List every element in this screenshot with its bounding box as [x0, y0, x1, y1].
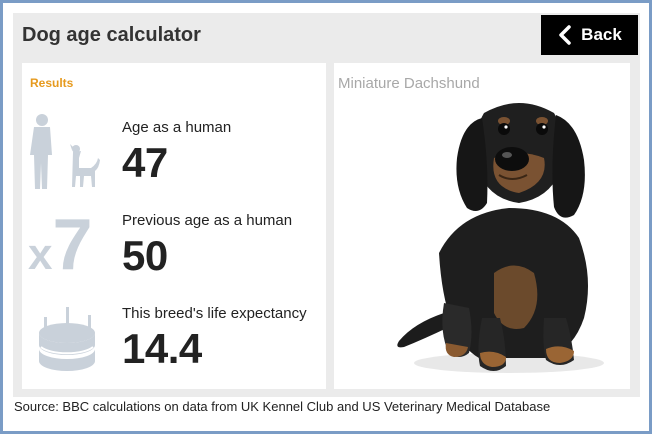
source-note: Source: BBC calculations on data from UK…	[14, 399, 551, 414]
breed-card: Miniature Dachshund	[334, 63, 630, 389]
human-and-dog-icon	[30, 113, 105, 198]
back-button[interactable]: Back	[541, 15, 638, 55]
results-label: Results	[30, 76, 74, 90]
stat-value: 47	[122, 139, 168, 186]
stat-previous-age: Previous age as a human 50	[122, 212, 292, 277]
stat-value: 50	[122, 232, 168, 279]
results-card: Results Age as a human 47 x7 Previous ag…	[22, 63, 326, 389]
stat-life-expectancy: This breed's life expectancy 14.4	[122, 305, 307, 370]
stat-label: Age as a human	[122, 119, 232, 136]
stat-value: 14.4	[122, 325, 202, 372]
stat-label: This breed's life expectancy	[122, 305, 307, 322]
birthday-cake-icon	[36, 303, 98, 378]
stat-label: Previous age as a human	[122, 212, 293, 229]
chevron-left-icon	[557, 25, 573, 45]
breed-name: Miniature Dachshund	[338, 75, 480, 92]
times-seven-icon: x7	[28, 205, 93, 285]
dachshund-photo	[397, 103, 604, 373]
back-button-label: Back	[581, 25, 622, 44]
stat-age-as-human: Age as a human 47	[122, 119, 231, 184]
page-title: Dog age calculator	[22, 24, 201, 46]
